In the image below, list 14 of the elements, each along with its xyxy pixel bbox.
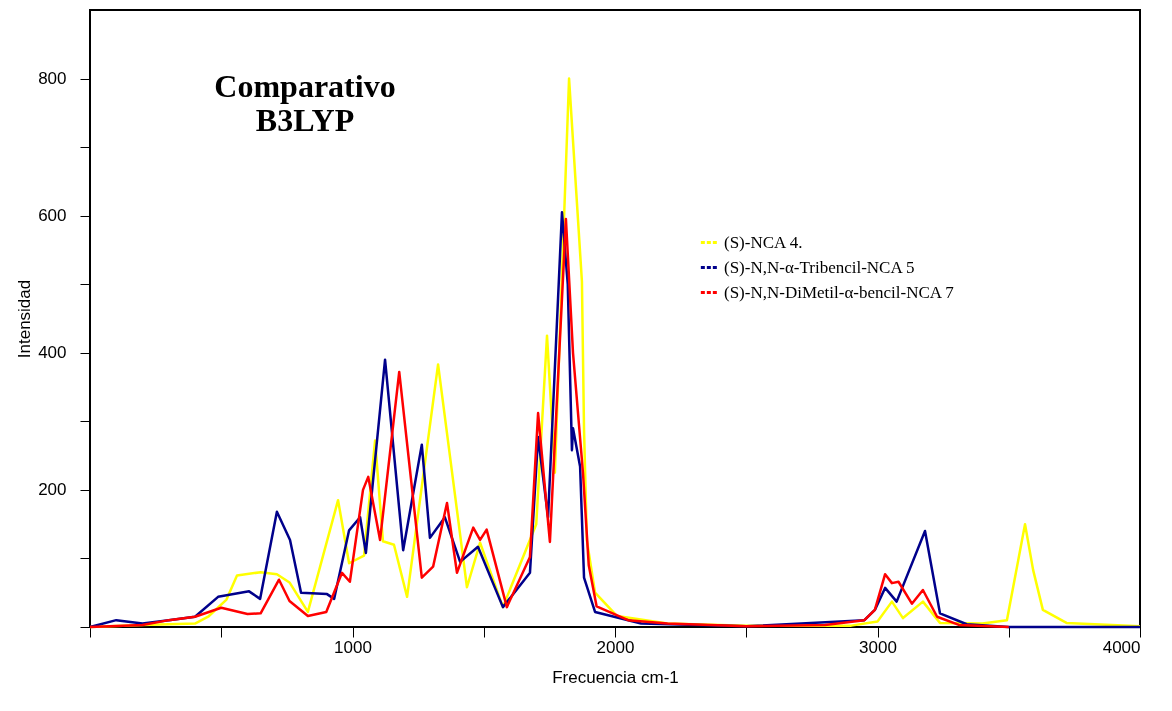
y-tick-label: 600	[38, 206, 67, 226]
legend-label: (S)-NCA 4.	[724, 232, 803, 252]
y-axis-title: Intensidad	[15, 279, 35, 359]
y-tick-label: 800	[38, 69, 67, 89]
x-axis-title: Frecuencia cm-1	[552, 667, 679, 687]
legend-label: (S)-N,N-DiMetil-α-bencil-NCA 7	[724, 282, 955, 302]
x-tick-label: 1000	[334, 637, 372, 657]
legend-label: (S)-N,N-α-Tribencil-NCA 5	[724, 257, 915, 277]
x-tick-label: 3000	[859, 637, 897, 657]
x-tick-label: 2000	[596, 637, 635, 657]
text: Comparativo B3LYP	[214, 68, 396, 138]
y-tick-label: 200	[38, 480, 67, 500]
y-tick-label: 400	[38, 343, 67, 363]
x-tick-label: 4000	[1102, 637, 1141, 657]
